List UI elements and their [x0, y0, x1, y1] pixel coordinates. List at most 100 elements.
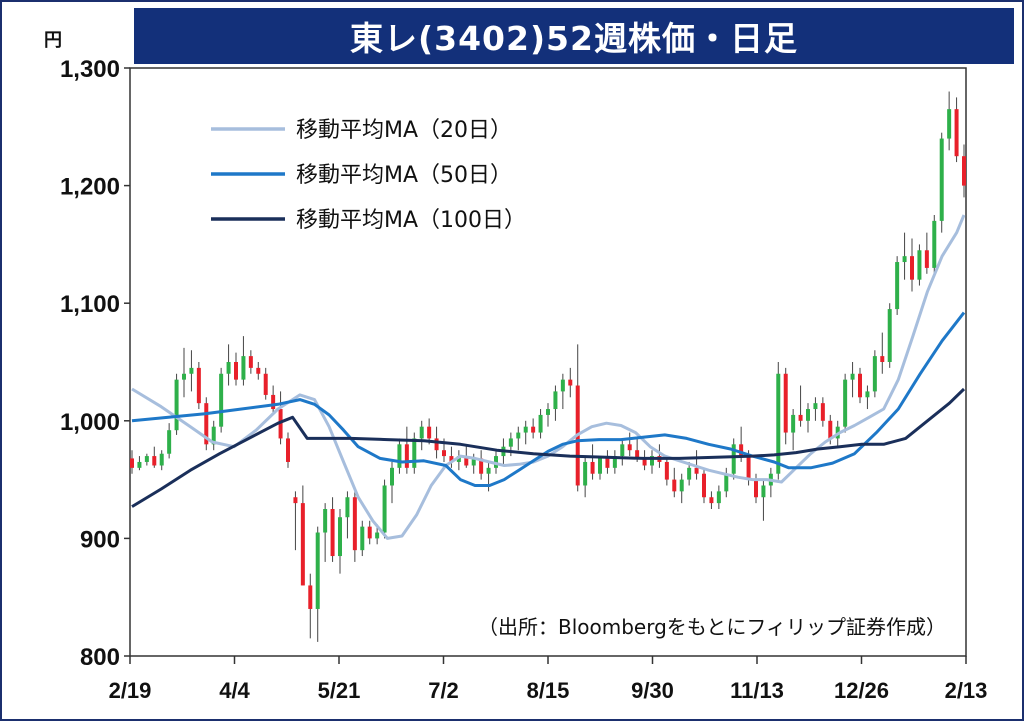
y-tick-label: 1,200 — [60, 174, 120, 201]
legend-label: 移動平均MA（50日） — [296, 163, 512, 188]
candle-body — [360, 526, 365, 551]
candle-body — [828, 420, 833, 439]
candle-body — [583, 461, 588, 486]
candle-body — [196, 367, 201, 404]
candle-body — [590, 461, 595, 474]
candle-body — [516, 432, 521, 439]
candle-body — [204, 403, 209, 445]
candle-body — [189, 367, 194, 374]
y-tick-label: 900 — [80, 526, 120, 553]
candle-body — [962, 156, 966, 186]
candle-body — [947, 109, 952, 139]
candle-body — [939, 138, 944, 221]
candle-body — [263, 373, 268, 395]
y-tick-label: 1,300 — [60, 56, 120, 83]
candle-body — [553, 391, 558, 410]
plot-area — [129, 67, 967, 657]
candle-body — [211, 426, 216, 445]
candle-body — [694, 467, 699, 474]
candle-body — [152, 456, 157, 466]
candle-body — [880, 356, 885, 362]
candle-body — [404, 444, 409, 468]
candle-body — [858, 373, 862, 398]
candle-body — [902, 256, 907, 263]
candle-body — [434, 438, 439, 451]
candle-body — [427, 426, 432, 439]
candle-body — [746, 456, 751, 480]
plot-border — [129, 67, 967, 657]
candle-body — [687, 467, 692, 480]
chart-title: 東レ(3402)52週株価・日足 — [134, 8, 1014, 64]
candle-body — [300, 503, 305, 586]
candle-body — [612, 456, 617, 468]
candle-body — [137, 461, 142, 468]
x-tick-label: 4/4 — [219, 678, 250, 703]
candle-body — [174, 379, 179, 431]
candle-body — [494, 456, 498, 468]
candle-body — [219, 373, 224, 427]
candle-body — [382, 485, 387, 533]
candle-body — [442, 450, 446, 457]
candle-body — [531, 426, 536, 433]
ma-line-2 — [131, 387, 966, 508]
candle-body — [754, 479, 758, 498]
candle-body — [464, 456, 469, 466]
candle-body — [798, 414, 803, 421]
candle-body — [345, 497, 350, 518]
candle-body — [917, 250, 922, 280]
x-tick-label: 2/19 — [109, 678, 152, 703]
candle-body — [605, 458, 610, 468]
candle-body — [843, 379, 848, 427]
candle-body — [159, 453, 164, 466]
candle-body — [887, 309, 892, 362]
candle-body — [486, 467, 491, 474]
x-tick-label: 5/21 — [318, 678, 361, 703]
candle-body — [627, 444, 632, 451]
candle-body — [397, 444, 402, 468]
candle-body — [315, 532, 320, 609]
y-tick-label: 1,000 — [60, 409, 120, 436]
candle-body — [650, 456, 654, 466]
candle-body — [508, 438, 513, 447]
candle-body — [865, 391, 870, 398]
y-axis: 800 900 1,000 1,100 1,200 1,300 — [60, 56, 130, 671]
candle-body — [323, 509, 328, 533]
candle-body — [635, 450, 640, 459]
candle-body — [471, 458, 476, 466]
y-tick-label: 800 — [80, 644, 120, 671]
candle-body — [724, 473, 729, 492]
y-tick-label: 1,100 — [60, 291, 120, 318]
ma-line-1 — [131, 311, 966, 487]
x-tick-label: 7/2 — [428, 678, 459, 703]
candle-body — [286, 438, 290, 462]
candle-body — [456, 456, 461, 462]
candle-body — [872, 356, 877, 392]
candle-body — [932, 220, 937, 268]
candle-body — [248, 356, 253, 368]
candle-body — [330, 509, 335, 557]
candle-body — [620, 444, 625, 457]
candle-body — [560, 379, 565, 392]
candle-body — [367, 526, 372, 539]
candle-body — [761, 485, 766, 498]
legend-label: 移動平均MA（20日） — [296, 118, 512, 143]
candle-body — [739, 444, 744, 457]
x-tick-label: 2/13 — [945, 678, 988, 703]
x-tick-label: 8/15 — [527, 678, 570, 703]
source-note: （出所：Bloombergをもとにフィリップ証券作成） — [478, 615, 946, 639]
candle-body — [776, 373, 781, 474]
candle-body — [256, 367, 261, 374]
candle-body — [783, 373, 788, 433]
candle-body — [419, 426, 424, 439]
legend: 移動平均MA（20日） 移動平均MA（50日） 移動平均MA（100日） — [211, 118, 526, 233]
candle-body — [449, 456, 454, 462]
x-tick-label: 9/30 — [631, 678, 674, 703]
candle-body — [702, 473, 706, 498]
candle-body — [538, 414, 543, 433]
y-unit-label: 円 — [44, 30, 62, 51]
candle-body — [293, 497, 298, 504]
candle-body — [412, 438, 417, 468]
candle-body — [791, 414, 796, 433]
